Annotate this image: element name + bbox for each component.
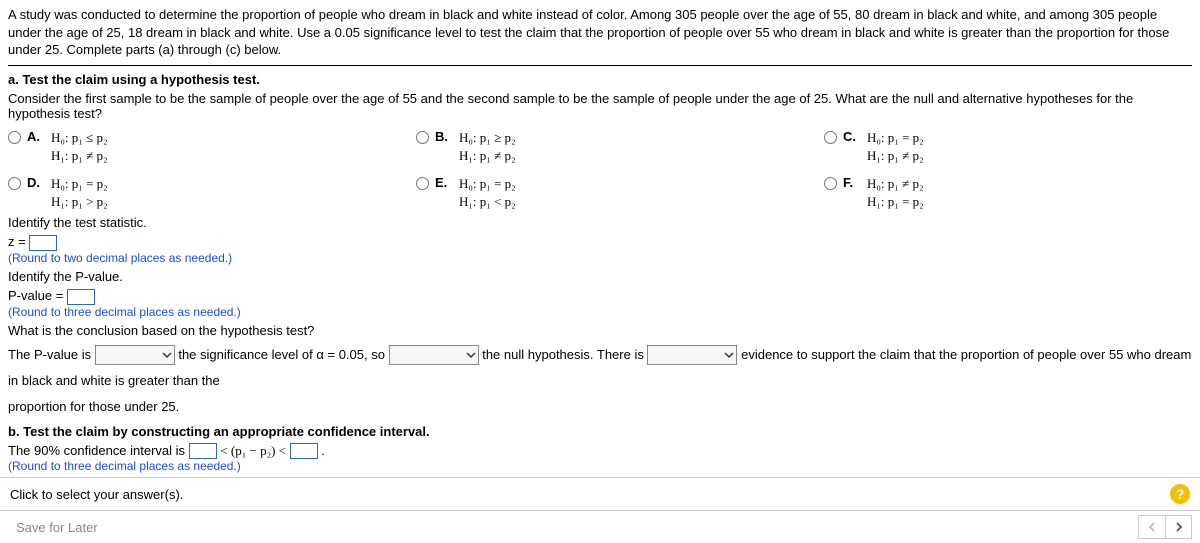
ci-upper-input[interactable]	[290, 443, 318, 459]
radio-c[interactable]	[824, 131, 837, 144]
option-label: D.	[27, 175, 45, 190]
help-button[interactable]: ?	[1170, 484, 1190, 504]
option-a[interactable]: A. H₀: p₁ ≤ p₂ H₁: p₁ ≠ p₂	[8, 129, 376, 165]
divider	[8, 65, 1192, 66]
next-button[interactable]	[1165, 516, 1191, 538]
ci-pre: The 90% confidence interval is	[8, 443, 185, 458]
z-label: z =	[8, 234, 26, 249]
chevron-left-icon	[1147, 522, 1157, 532]
option-e-h0: H₀: p₁ = p₂	[459, 175, 516, 193]
chevron-down-icon	[724, 350, 734, 360]
z-input[interactable]	[29, 235, 57, 251]
prev-button[interactable]	[1139, 516, 1165, 538]
option-label: B.	[435, 129, 453, 144]
footer-bar: Click to select your answer(s). ? Save f…	[0, 477, 1200, 543]
dropdown-compare[interactable]	[95, 345, 175, 365]
option-f-h0: H₀: p₁ ≠ p₂	[867, 175, 924, 193]
select-answer-label: Click to select your answer(s).	[10, 487, 183, 502]
round-three-note: (Round to three decimal places as needed…	[8, 305, 1192, 319]
option-label: F.	[843, 175, 861, 190]
option-d[interactable]: D. H₀: p₁ = p₂ H₁: p₁ > p₂	[8, 175, 376, 211]
radio-f[interactable]	[824, 177, 837, 190]
identify-pvalue-label: Identify the P-value.	[8, 269, 1192, 284]
option-a-h0: H₀: p₁ ≤ p₂	[51, 129, 107, 147]
pvalue-input[interactable]	[67, 289, 95, 305]
part-a-instruction: Consider the first sample to be the samp…	[8, 91, 1192, 121]
ci-post: .	[321, 443, 325, 458]
conclusion-s2: the significance level of α = 0.05, so	[178, 347, 385, 362]
option-c[interactable]: C. H₀: p₁ = p₂ H₁: p₁ ≠ p₂	[824, 129, 1192, 165]
option-f-h1: H₁: p₁ = p₂	[867, 193, 924, 211]
option-c-h1: H₁: p₁ ≠ p₂	[867, 147, 924, 165]
option-d-h1: H₁: p₁ > p₂	[51, 193, 108, 211]
conclusion-s5: proportion for those under 25.	[8, 399, 179, 414]
ci-mid: < (p₁ − p₂) <	[220, 443, 286, 458]
option-c-h0: H₀: p₁ = p₂	[867, 129, 924, 147]
radio-d[interactable]	[8, 177, 21, 190]
radio-b[interactable]	[416, 131, 429, 144]
chevron-down-icon	[162, 350, 172, 360]
option-b[interactable]: B. H₀: p₁ ≥ p₂ H₁: p₁ ≠ p₂	[416, 129, 784, 165]
dropdown-reject[interactable]	[389, 345, 479, 365]
identify-statistic-label: Identify the test statistic.	[8, 215, 1192, 230]
part-a-title: a. Test the claim using a hypothesis tes…	[8, 72, 1192, 87]
option-b-h0: H₀: p₁ ≥ p₂	[459, 129, 515, 147]
conclusion-s3: the null hypothesis. There is	[482, 347, 644, 362]
problem-statement: A study was conducted to determine the p…	[8, 6, 1192, 59]
option-label: E.	[435, 175, 453, 190]
option-label: A.	[27, 129, 45, 144]
save-for-later-button[interactable]: Save for Later	[8, 516, 106, 539]
option-d-h0: H₀: p₁ = p₂	[51, 175, 108, 193]
ci-lower-input[interactable]	[189, 443, 217, 459]
option-e-h1: H₁: p₁ < p₂	[459, 193, 516, 211]
option-e[interactable]: E. H₀: p₁ = p₂ H₁: p₁ < p₂	[416, 175, 784, 211]
round-three-note-b: (Round to three decimal places as needed…	[8, 459, 1192, 473]
dropdown-evidence[interactable]	[647, 345, 737, 365]
conclusion-question: What is the conclusion based on the hypo…	[8, 323, 1192, 338]
option-label: C.	[843, 129, 861, 144]
nav-arrows	[1138, 515, 1192, 539]
chevron-down-icon	[466, 350, 476, 360]
round-two-note: (Round to two decimal places as needed.)	[8, 251, 1192, 265]
option-b-h1: H₁: p₁ ≠ p₂	[459, 147, 515, 165]
hypothesis-options: A. H₀: p₁ ≤ p₂ H₁: p₁ ≠ p₂ B. H₀: p₁ ≥ p…	[8, 129, 1192, 212]
radio-a[interactable]	[8, 131, 21, 144]
chevron-right-icon	[1174, 522, 1184, 532]
radio-e[interactable]	[416, 177, 429, 190]
p-label: P-value =	[8, 288, 63, 303]
conclusion-s1: The P-value is	[8, 347, 91, 362]
part-b-title: b. Test the claim by constructing an app…	[8, 424, 1192, 439]
option-f[interactable]: F. H₀: p₁ ≠ p₂ H₁: p₁ = p₂	[824, 175, 1192, 211]
option-a-h1: H₁: p₁ ≠ p₂	[51, 147, 107, 165]
